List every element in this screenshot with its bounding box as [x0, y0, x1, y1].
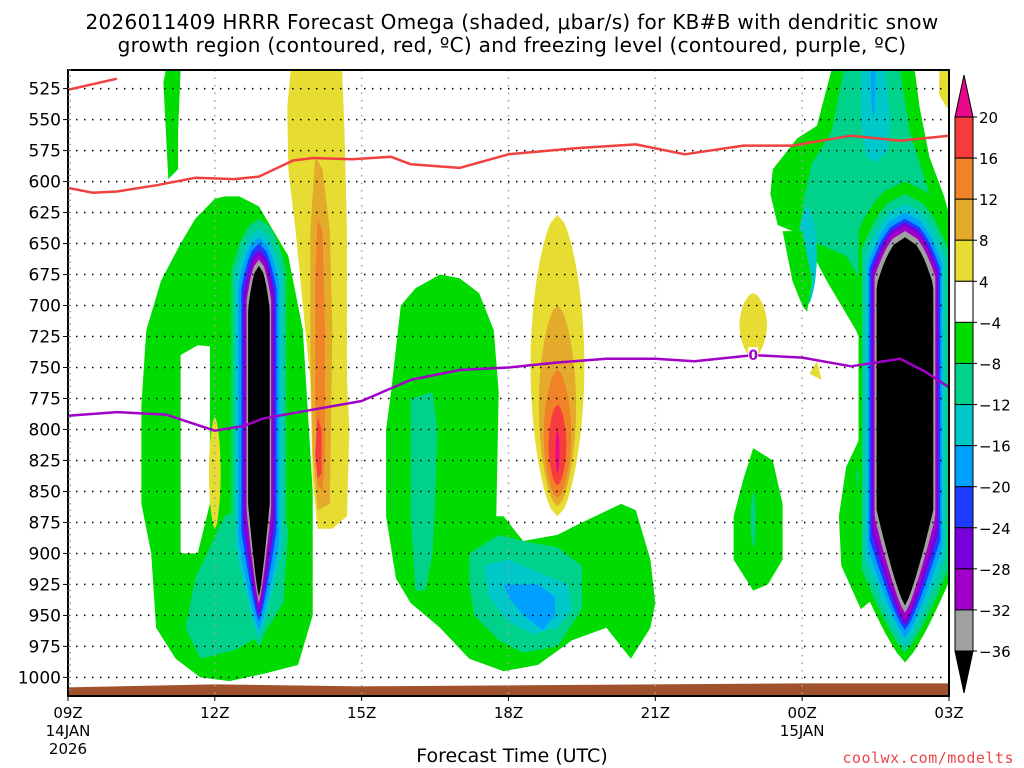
- omega-shading: [141, 70, 949, 682]
- y-tick-label: 875: [29, 513, 61, 533]
- colorbar-swatch: [954, 486, 974, 529]
- x-tick-label: 03Z: [934, 704, 963, 722]
- colorbar-label: 16: [979, 150, 998, 168]
- omega-region-yellow-small: [209, 417, 221, 529]
- omega-plume-23z-yellow: [739, 293, 767, 358]
- x-tick-label: 00Z: [787, 704, 816, 722]
- y-tick-label: 925: [29, 575, 61, 595]
- omega-region-white-gap: [180, 345, 210, 554]
- y-tick-label: 825: [29, 451, 61, 471]
- colorbar-extend-top: [954, 74, 974, 118]
- y-tick-label: 800: [29, 420, 61, 440]
- x-tick-label: 18Z: [494, 704, 523, 722]
- x-axis-title: Forecast Time (UTC): [416, 745, 608, 767]
- x-tick-date: 14JAN: [46, 722, 91, 740]
- colorbar-extend-bottom: [954, 650, 974, 694]
- y-tick-label: 600: [29, 173, 61, 193]
- chart-title-line1: 2026011409 HRRR Forecast Omega (shaded, …: [85, 10, 939, 34]
- omega-region-green-blob-23z: [733, 448, 783, 591]
- colorbar-swatch: [954, 239, 974, 282]
- y-axis: 525 550 575 600 625 650 675 700 725 750 775 800 825 8…: [18, 69, 71, 691]
- y-tick-label: 975: [29, 637, 61, 657]
- omega-region-green-middle: [386, 274, 656, 672]
- y-tick-label: 900: [29, 544, 61, 564]
- colorbar-swatch: [954, 321, 974, 364]
- colorbar-swatch: [954, 404, 974, 447]
- credit-text: coolwx.com/modelts: [842, 749, 1014, 767]
- colorbar-label: −24: [979, 520, 1011, 538]
- colorbar-label: −16: [979, 438, 1011, 456]
- omega-region-yellow-topright: [939, 70, 949, 110]
- colorbar-swatch: [954, 527, 974, 570]
- dendritic-growth-contour-top: [68, 77, 118, 92]
- omega-region-teal-middle-left: [410, 392, 438, 591]
- colorbar-swatch: [954, 445, 974, 488]
- terrain-fill: [68, 683, 949, 696]
- colorbar-swatch: [954, 198, 974, 241]
- x-tick-label: 15Z: [347, 704, 376, 722]
- x-tick-label: 09Z: [53, 704, 82, 722]
- omega-region-sky-right-top: [870, 70, 876, 118]
- colorbar-swatch: [954, 157, 974, 200]
- colorbar-label: −28: [979, 561, 1011, 579]
- omega-region-green-tongue: [782, 231, 812, 312]
- x-tick-label: 21Z: [641, 704, 670, 722]
- colorbar-swatch: [954, 362, 974, 406]
- omega-region-teal-blob-23z: [750, 491, 756, 548]
- colorbar-label: −8: [979, 355, 1001, 373]
- colorbar-label: 4: [979, 273, 989, 291]
- y-tick-label: 575: [29, 142, 61, 162]
- grid-lines: [68, 70, 949, 696]
- colorbar-label: −32: [979, 602, 1011, 620]
- colorbar-swatch: [954, 568, 974, 611]
- y-tick-label: 775: [29, 389, 61, 409]
- colorbar-label: 12: [979, 191, 998, 209]
- colorbar-swatch: [954, 609, 974, 652]
- omega-core-02z-black: [876, 237, 934, 606]
- freezing-level-label: 0: [748, 348, 758, 364]
- y-tick-label: 1000: [18, 668, 61, 688]
- freezing-level-label-bg: [748, 347, 759, 363]
- omega-region-cyan-right-top: [860, 70, 891, 163]
- colorbar-label: −12: [979, 397, 1011, 415]
- colorbar-label: −36: [979, 643, 1011, 661]
- y-tick-label: 550: [29, 111, 61, 131]
- colorbar-swatch: [954, 280, 974, 323]
- contour-lines: 0: [68, 77, 949, 432]
- colorbar-label: 20: [979, 109, 998, 127]
- omega-region-yellow-tri: [809, 361, 822, 380]
- colorbar-label: 8: [979, 232, 989, 250]
- chart-title-line2: growth region (contoured, red, ºC) and f…: [117, 33, 907, 57]
- x-tick-date: 15JAN: [780, 722, 825, 740]
- omega-region-sky-middle: [503, 584, 555, 631]
- colorbar-swatch: [954, 116, 974, 159]
- omega-core-13z-black: [248, 265, 270, 597]
- x-tick-year: 2026: [49, 740, 87, 758]
- dendritic-growth-contour: [68, 134, 949, 194]
- omega-plume-19z-pink: [555, 429, 560, 473]
- y-tick-label: 625: [29, 204, 61, 224]
- freezing-level-contour: [68, 353, 949, 432]
- colorbar-label: −4: [979, 314, 1001, 332]
- y-tick-label: 525: [29, 80, 61, 100]
- colorbar: 20 16 12 8 4 −4 −8 −12 −16 −20 −24 −28 −32 −36: [954, 74, 1011, 694]
- omega-region-green-top: [163, 70, 181, 180]
- y-tick-label: 675: [29, 266, 61, 286]
- x-tick-label: 12Z: [200, 704, 229, 722]
- y-tick-label: 950: [29, 606, 61, 626]
- y-tick-label: 725: [29, 328, 61, 348]
- y-tick-label: 750: [29, 359, 61, 379]
- surface-terrain: [68, 683, 949, 696]
- y-tick-label: 700: [29, 297, 61, 317]
- omega-plume-14z-red: [315, 417, 322, 480]
- y-tick-label: 650: [29, 235, 61, 255]
- y-tick-label: 850: [29, 482, 61, 502]
- colorbar-label: −20: [979, 479, 1011, 497]
